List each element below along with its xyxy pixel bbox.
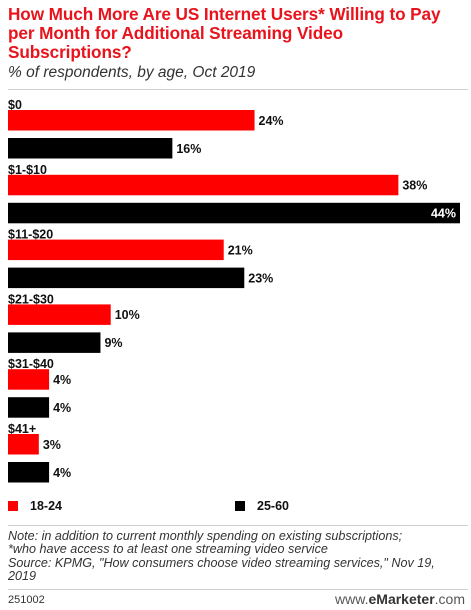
note-line: *who have access to at least one streami… (8, 542, 328, 557)
data-label-25-60-31-40: 4% (53, 401, 71, 415)
category-label-31-40: $31-$40 (8, 357, 54, 371)
legend-item-25-60: 25-60 (235, 498, 289, 514)
chart-title: How Much More Are US Internet Users* Wil… (8, 5, 468, 62)
category-label-0: $0 (8, 98, 22, 112)
data-label-18-24-41: 3% (43, 438, 61, 452)
data-label-25-60-11-20: 23% (248, 271, 273, 285)
bar-18-24-21-30 (8, 304, 111, 325)
brand-name: eMarketer (368, 591, 435, 607)
source-line: Source: KPMG, "How consumers choose vide… (8, 555, 435, 570)
chart-subtitle: % of respondents, by age, Oct 2019 (8, 64, 256, 81)
category-label-41: $41+ (8, 422, 36, 436)
bottom-divider (8, 589, 468, 590)
bar-25-60-31-40 (8, 397, 50, 418)
brand-prefix: www. (335, 591, 369, 607)
brand-suffix: .com (434, 591, 465, 607)
legend-swatch-25-60 (235, 501, 245, 511)
bar-25-60-0 (8, 138, 173, 159)
bar-25-60-21-30 (8, 332, 101, 353)
data-label-25-60-41: 4% (53, 466, 71, 480)
chart-title-line: How Much More Are US Internet Users* Wil… (8, 4, 441, 24)
data-label-18-24-11-20: 21% (228, 243, 253, 257)
bar-18-24-0 (8, 110, 255, 131)
category-label-11-20: $11-$20 (8, 228, 53, 242)
source-line: 2019 (8, 569, 37, 584)
category-label-21-30: $21-$30 (8, 292, 54, 306)
legend-swatch-18-24 (8, 501, 18, 511)
chart-title-line: per Month for Additional Streaming Video (8, 23, 343, 43)
bar-25-60-1-10 (8, 202, 460, 224)
bar-25-60-41 (8, 462, 50, 483)
note-line: Note: in addition to current monthly spe… (8, 529, 403, 543)
data-label-25-60-0: 16% (176, 142, 201, 156)
bar-18-24-1-10 (8, 174, 399, 196)
top-divider (8, 89, 468, 90)
bar-18-24-41 (8, 434, 39, 455)
data-label-18-24-0: 24% (259, 114, 284, 128)
chart-id: 251002 (8, 594, 45, 606)
data-label-18-24-1-10: 38% (402, 179, 427, 193)
brand-logo: www.eMarketer.com (335, 591, 465, 607)
legend-item-18-24: 18-24 (8, 498, 62, 514)
data-label-25-60-1-10: 44% (431, 207, 456, 221)
data-label-18-24-21-30: 10% (115, 308, 140, 322)
bar-chart: $0 24% 16% $1-$10 38% 44% $11-$20 21% 23% $21-$30… (8, 98, 460, 483)
data-label-18-24-31-40: 4% (53, 373, 71, 387)
bar-18-24-11-20 (8, 239, 224, 261)
data-label-25-60-21-30: 9% (104, 336, 122, 350)
chart-title-line: Subscriptions? (8, 42, 132, 62)
bar-25-60-11-20 (8, 267, 245, 289)
legend-label-25-60: 25-60 (257, 499, 289, 513)
legend-label-18-24: 18-24 (30, 499, 62, 513)
chart-notes: Note: in addition to current monthly spe… (8, 529, 470, 584)
bar-18-24-31-40 (8, 369, 50, 390)
notes-divider (8, 525, 468, 526)
category-label-1-10: $1-$10 (8, 163, 47, 177)
